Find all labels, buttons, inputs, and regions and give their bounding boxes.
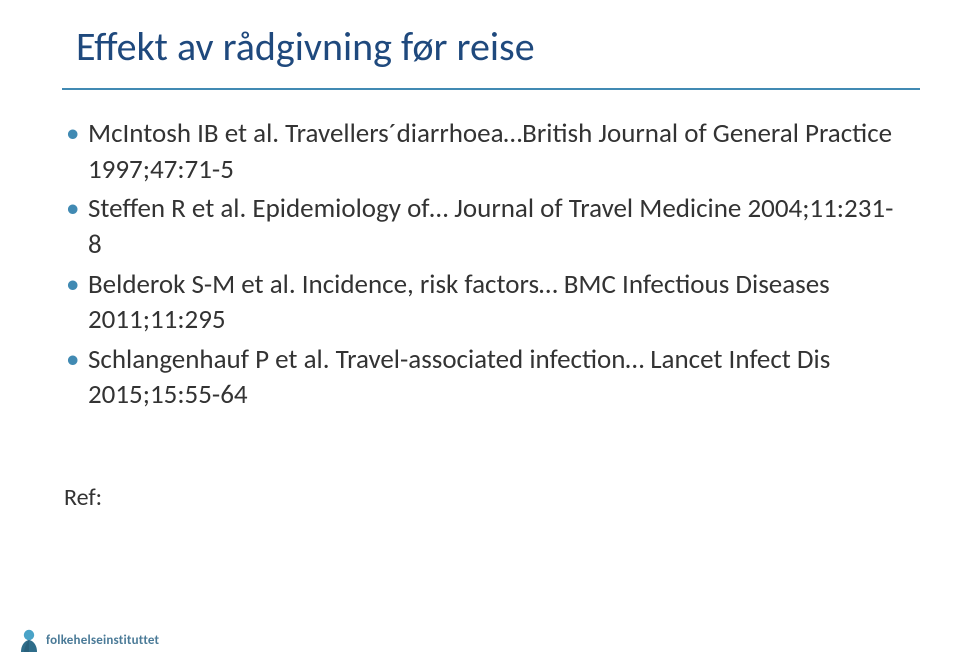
logo-icon [18,628,40,652]
content-area: McIntosh IB et al. Travellers´diarrhoea…… [62,116,905,512]
footer-text: folkehelseinstituttet [46,633,159,648]
list-item: Steffen R et al. Epidemiology of… Journa… [62,191,905,262]
slide-title: Effekt av rådgivning før reise [76,24,905,70]
slide: Effekt av rådgivning før reise McIntosh … [0,0,960,654]
list-item: Schlangenhauf P et al. Travel-associated… [62,342,905,413]
list-item: Belderok S-M et al. Incidence, risk fact… [62,267,905,338]
footer: folkehelseinstituttet [18,628,159,652]
list-item: McIntosh IB et al. Travellers´diarrhoea…… [62,116,905,187]
bullet-list: McIntosh IB et al. Travellers´diarrhoea…… [62,116,905,413]
ref-label: Ref: [64,483,905,512]
title-rule [62,88,920,90]
